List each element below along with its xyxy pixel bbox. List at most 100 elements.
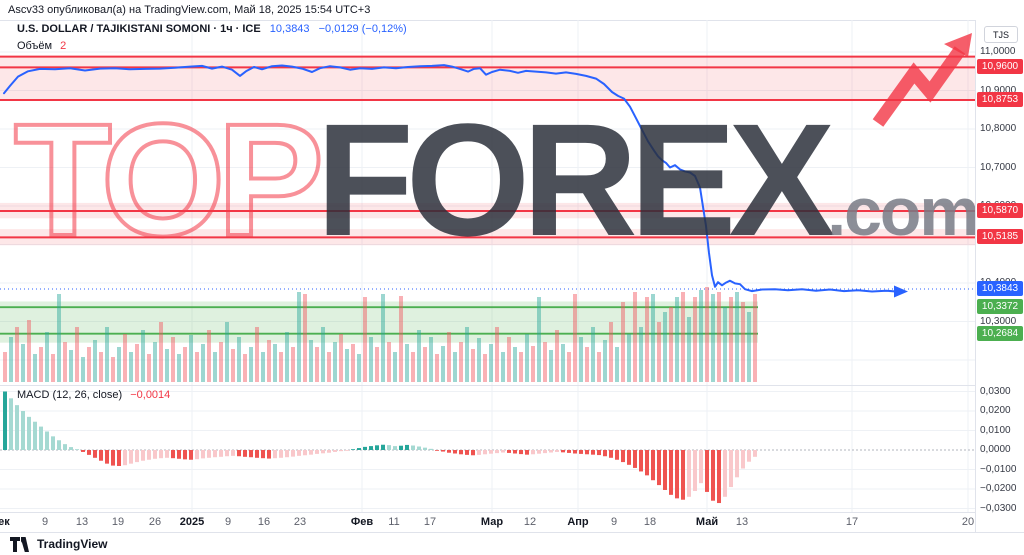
macd-bar	[423, 447, 427, 450]
macd-bar	[291, 450, 295, 457]
volume-label: Объём	[17, 40, 53, 52]
volume-bar	[99, 352, 103, 382]
time-label: 9	[610, 516, 618, 528]
macd-bar	[237, 450, 241, 457]
volume-bar	[549, 350, 553, 382]
price-tick-label: 11,0000	[980, 46, 1016, 57]
macd-bar	[477, 450, 481, 455]
macd-bar	[633, 450, 637, 468]
volume-bar	[381, 294, 385, 382]
price-level-badge: 10,5185	[977, 229, 1023, 245]
macd-panel[interactable]	[0, 385, 975, 512]
macd-bar	[561, 450, 565, 453]
volume-bar	[195, 352, 199, 382]
volume-bar	[201, 344, 205, 382]
volume-bar	[633, 292, 637, 382]
volume-bar	[147, 354, 151, 382]
time-axis[interactable]: Дек 9 13 19 26 2025 9 16 23 Фев 11 17 Мар 12 Апр 9 18 Май…	[0, 513, 975, 532]
volume-bar	[351, 344, 355, 382]
tradingview-logo-icon[interactable]	[10, 536, 31, 552]
volume-bar	[189, 335, 193, 382]
volume-bar	[243, 354, 247, 382]
macd-tick-label: 0,0000	[980, 444, 1011, 455]
macd-bar	[591, 450, 595, 455]
time-label: 11	[388, 516, 400, 528]
macd-bar	[21, 411, 25, 450]
price-change: −0,0129 (−0,12%)	[318, 23, 407, 35]
macd-bar	[453, 450, 457, 454]
price-level-badge: 10,8753	[977, 92, 1023, 107]
macd-bar	[387, 445, 391, 450]
macd-bar	[363, 446, 367, 450]
macd-bar	[381, 444, 385, 450]
macd-bar	[75, 449, 79, 450]
time-label: 20	[961, 516, 975, 528]
macd-bar	[105, 450, 109, 464]
time-label: Мар	[480, 516, 504, 528]
macd-bar	[417, 446, 421, 450]
macd-bar	[639, 450, 643, 472]
macd-bar	[465, 450, 469, 455]
price-axis[interactable]: TJS 11,000010,900010,800010,700010,60001…	[975, 20, 1024, 532]
macd-bar	[555, 450, 559, 452]
macd-bar	[123, 450, 127, 466]
macd-value: −0,0014	[130, 389, 171, 401]
volume-bar	[657, 322, 661, 382]
volume-bar	[495, 327, 499, 382]
volume-bar	[573, 294, 577, 382]
time-label: 19	[111, 516, 125, 528]
macd-bar	[33, 421, 37, 450]
currency-label[interactable]: TJS	[984, 26, 1018, 43]
time-label: Май	[695, 516, 719, 528]
macd-bar	[207, 450, 211, 458]
macd-bar	[483, 450, 487, 455]
volume-bar	[81, 357, 85, 382]
macd-bar	[393, 446, 397, 450]
support-zone[interactable]	[0, 301, 758, 343]
macd-bar	[429, 448, 433, 450]
resistance-zone[interactable]	[0, 56, 975, 101]
volume-bar	[753, 294, 757, 382]
volume-value: 2	[60, 40, 67, 52]
volume-bar	[693, 297, 697, 382]
volume-bar	[507, 337, 511, 382]
volume-bar	[369, 337, 373, 382]
panel-divider[interactable]	[0, 385, 1024, 386]
macd-bar	[741, 450, 745, 469]
volume-bar	[117, 347, 121, 382]
volume-bar	[231, 349, 235, 382]
volume-legend: Объём 2	[17, 40, 66, 52]
macd-bar	[447, 450, 451, 453]
price-level-badge: 10,2684	[977, 325, 1023, 341]
macd-bar	[183, 450, 187, 460]
volume-bar	[453, 352, 457, 382]
volume-bar	[603, 340, 607, 382]
volume-bar	[561, 344, 565, 382]
macd-bar	[273, 450, 277, 459]
time-label: 23	[293, 516, 307, 528]
macd-bar	[93, 450, 97, 458]
macd-bar	[549, 450, 553, 453]
volume-bar	[441, 346, 445, 382]
macd-bar	[519, 450, 523, 455]
macd-bar	[405, 444, 409, 450]
volume-bar	[711, 294, 715, 382]
volume-bar	[279, 352, 283, 382]
time-label: Дек	[0, 516, 10, 528]
macd-bar	[543, 450, 547, 454]
volume-bar	[345, 349, 349, 382]
symbol-legend: U.S. DOLLAR / TAJIKISTANI SOMONI · 1ч · …	[17, 23, 407, 35]
volume-bar	[747, 312, 751, 382]
macd-bar	[663, 450, 667, 490]
macd-tick-label: 0,0100	[980, 424, 1011, 436]
footer-brand[interactable]: TradingView	[37, 537, 108, 551]
macd-bar	[135, 450, 139, 463]
macd-bar	[321, 450, 325, 454]
volume-bar	[375, 347, 379, 382]
macd-bar	[243, 450, 247, 457]
macd-bar	[747, 450, 751, 462]
volume-bar	[93, 340, 97, 382]
volume-bar	[663, 312, 667, 382]
price-panel[interactable]	[0, 20, 975, 385]
volume-bar	[15, 327, 19, 382]
